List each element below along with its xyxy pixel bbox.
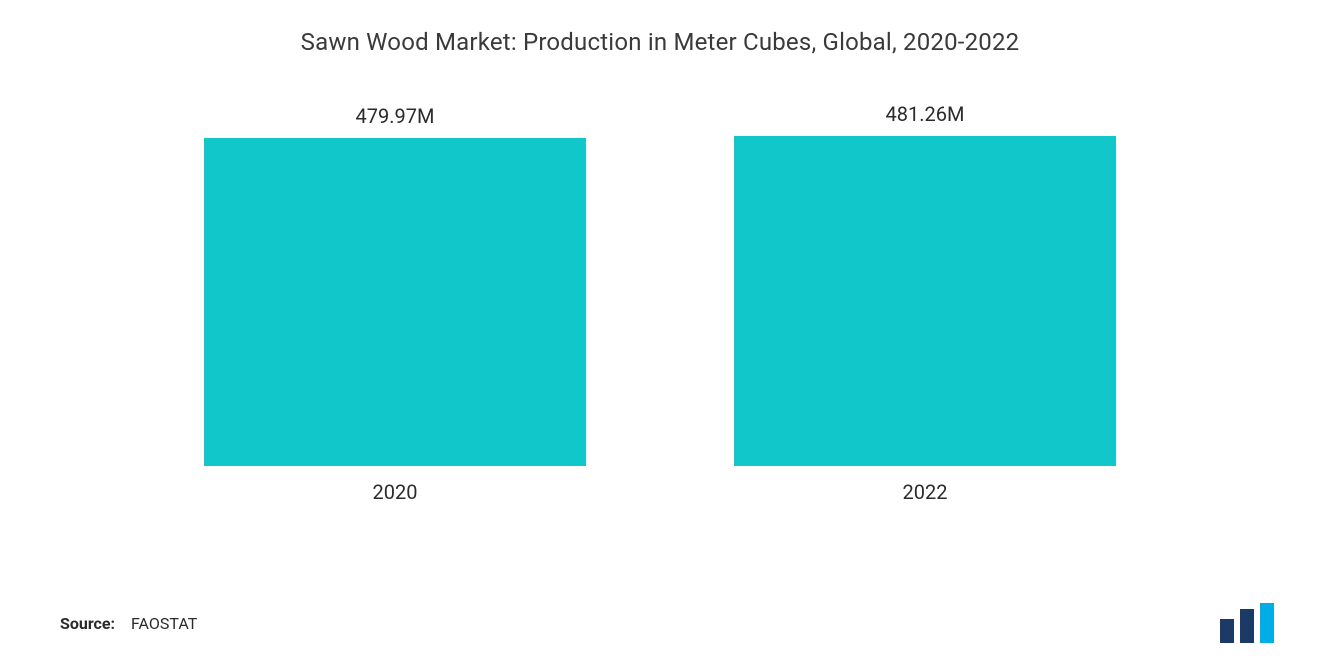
source-label: Source:: [60, 614, 115, 633]
bar-group: 481.26M 2022: [734, 102, 1117, 466]
chart-container: Sawn Wood Market: Production in Meter Cu…: [0, 0, 1320, 665]
bar-value-label: 479.97M: [356, 104, 435, 128]
bar-value-label: 481.26M: [886, 102, 965, 126]
bar: [734, 136, 1117, 466]
bar: [204, 138, 587, 466]
source-footer: Source: FAOSTAT: [60, 614, 197, 633]
source-name: FAOSTAT: [131, 614, 197, 633]
chart-area: 479.97M 2020 481.26M 2022: [50, 66, 1270, 536]
bar-category-label: 2022: [903, 480, 948, 504]
bar-group: 479.97M 2020: [204, 104, 587, 466]
chart-title: Sawn Wood Market: Production in Meter Cu…: [50, 28, 1270, 56]
plot-area: 479.97M 2020 481.26M 2022: [130, 126, 1190, 466]
brand-logo-icon: [1216, 603, 1280, 643]
bar-category-label: 2020: [373, 480, 418, 504]
